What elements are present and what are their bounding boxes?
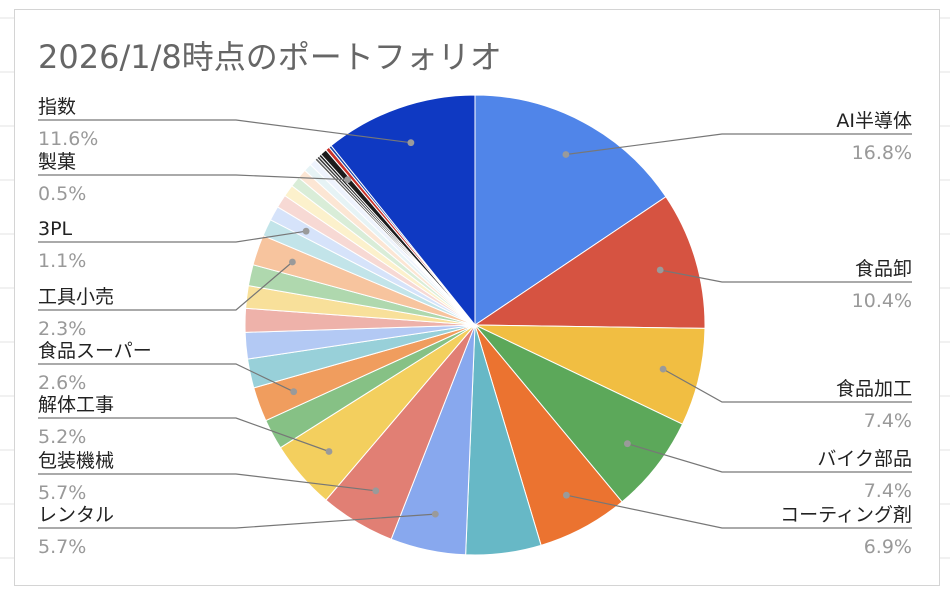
leader-line-製菓 xyxy=(38,174,348,181)
chart-title: 2026/1/8時点のポートフォリオ xyxy=(38,38,502,76)
slice-label-コーティング剤: コーティング剤 xyxy=(780,504,912,526)
slice-label-group-解体工事: 解体工事 5.2% xyxy=(38,394,333,455)
slice-label-group-指数: 指数 11.6% xyxy=(38,96,415,150)
leader-line-食品卸 xyxy=(660,269,912,283)
slice-percent-解体工事: 5.2% xyxy=(38,426,86,448)
leader-dot-レンタル xyxy=(431,510,439,518)
slice-percent-指数: 11.6% xyxy=(38,128,98,150)
slice-label-食品スーパー: 食品スーパー xyxy=(38,340,152,362)
slice-label-AI半導体: AI半導体 xyxy=(836,110,912,132)
leader-dot-バイク部品 xyxy=(624,440,631,448)
slice-percent-食品卸: 10.4% xyxy=(852,290,912,312)
leader-line-コーティング剤 xyxy=(566,494,912,529)
leader-dot-食品スーパー xyxy=(290,388,298,396)
leader-line-指数 xyxy=(38,119,411,144)
slice-label-製菓: 製菓 xyxy=(38,151,76,173)
leader-dot-解体工事 xyxy=(325,448,333,455)
slice-percent-コーティング剤: 6.9% xyxy=(864,536,912,558)
slice-percent-食品加工: 7.4% xyxy=(864,410,912,432)
slice-label-group-食品加工: 食品加工 7.4% xyxy=(659,365,912,432)
pie-slice-食品卸 xyxy=(473,196,706,329)
slice-label-group-工具小売: 工具小売 2.3% xyxy=(38,258,296,340)
chart-frame xyxy=(14,9,940,586)
pie-slice-AI半導体 xyxy=(474,94,667,326)
slice-label-group-コーティング剤: コーティング剤 6.9% xyxy=(563,491,912,558)
slice-percent-AI半導体: 16.8% xyxy=(852,142,912,164)
leader-dot-食品卸 xyxy=(656,266,664,274)
slice-label-group-レンタル: レンタル 5.7% xyxy=(38,504,439,558)
leader-line-解体工事 xyxy=(38,417,330,453)
leader-line-AI半導体 xyxy=(565,133,912,156)
leader-line-食品スーパー xyxy=(38,363,294,393)
slice-label-指数: 指数 xyxy=(38,96,76,118)
slice-label-group-食品スーパー: 食品スーパー 2.6% xyxy=(38,340,298,396)
leader-line-包装機械 xyxy=(38,473,376,492)
leader-line-3PL xyxy=(38,230,307,243)
pie-slice-指数 xyxy=(330,94,476,327)
slice-percent-3PL: 1.1% xyxy=(38,250,86,272)
slice-label-解体工事: 解体工事 xyxy=(38,394,114,416)
leader-dot-3PL xyxy=(302,227,310,235)
leader-line-工具小売 xyxy=(38,261,293,311)
slice-label-バイク部品: バイク部品 xyxy=(817,448,912,470)
slice-label-食品卸: 食品卸 xyxy=(855,258,912,280)
slice-label-工具小売: 工具小売 xyxy=(38,286,114,308)
leader-dot-製菓 xyxy=(344,176,351,184)
slice-percent-製菓: 0.5% xyxy=(38,183,86,205)
slice-label-食品加工: 食品加工 xyxy=(836,378,912,400)
slice-label-group-製菓: 製菓 0.5% xyxy=(38,151,351,205)
leader-dot-工具小売 xyxy=(289,258,296,266)
leader-line-食品加工 xyxy=(662,368,912,403)
slice-label-group-3PL: 3PL 1.1% xyxy=(38,218,310,272)
pie-slices xyxy=(244,94,706,556)
slice-label-レンタル: レンタル xyxy=(38,504,114,526)
leader-line-レンタル xyxy=(38,513,436,529)
slice-percent-食品スーパー: 2.6% xyxy=(38,372,86,394)
slice-labels: AI半導体16.8%食品卸10.4%食品加工7.4%バイク部品7.4%コーティン… xyxy=(38,96,912,558)
slice-label-group-包装機械: 包装機械 5.7% xyxy=(38,450,380,504)
leader-dot-AI半導体 xyxy=(562,151,570,158)
slice-percent-工具小売: 2.3% xyxy=(38,318,86,340)
slice-percent-レンタル: 5.7% xyxy=(38,536,86,558)
slice-label-3PL: 3PL xyxy=(38,218,73,240)
slice-label-group-食品卸: 食品卸 10.4% xyxy=(656,258,912,312)
leader-dot-コーティング剤 xyxy=(563,491,570,499)
leader-dot-指数 xyxy=(407,139,415,147)
slice-label-group-AI半導体: AI半導体 16.8% xyxy=(562,110,912,164)
slice-percent-包装機械: 5.7% xyxy=(38,482,86,504)
leader-line-バイク部品 xyxy=(627,443,912,473)
leader-dot-食品加工 xyxy=(659,365,667,373)
slice-label-group-バイク部品: バイク部品 7.4% xyxy=(624,440,912,502)
leader-dot-包装機械 xyxy=(372,487,380,495)
slice-percent-バイク部品: 7.4% xyxy=(864,480,912,502)
slice-label-包装機械: 包装機械 xyxy=(38,450,114,472)
